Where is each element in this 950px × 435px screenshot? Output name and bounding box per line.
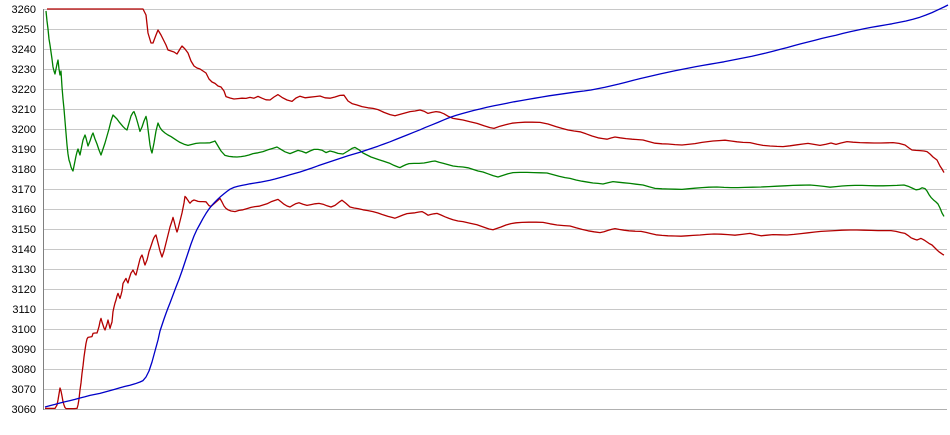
y-tick-label-3220: 3220	[12, 84, 36, 96]
y-tick-label-3180: 3180	[12, 164, 36, 176]
y-tick-label-3140: 3140	[12, 244, 36, 256]
y-tick-label-3150: 3150	[12, 224, 36, 236]
y-tick-label-3230: 3230	[12, 64, 36, 76]
y-tick-label-3130: 3130	[12, 264, 36, 276]
y-tick-label-3080: 3080	[12, 364, 36, 376]
y-tick-label-3160: 3160	[12, 204, 36, 216]
y-tick-label-3210: 3210	[12, 104, 36, 116]
y-tick-label-3100: 3100	[12, 324, 36, 336]
red-upper-line	[47, 8, 945, 173]
green-mid-line	[45, 10, 945, 217]
blue-rising-line	[44, 4, 949, 408]
y-tick-label-3120: 3120	[12, 284, 36, 296]
y-tick-label-3250: 3250	[12, 24, 36, 36]
y-tick-label-3200: 3200	[12, 124, 36, 136]
y-tick-label-3190: 3190	[12, 144, 36, 156]
y-tick-label-3070: 3070	[12, 384, 36, 396]
y-tick-label-3060: 3060	[12, 404, 36, 416]
y-tick-label-3090: 3090	[12, 344, 36, 356]
y-tick-label-3260: 3260	[12, 4, 36, 16]
y-tick-label-3240: 3240	[12, 44, 36, 56]
red-lower-line	[45, 195, 945, 410]
y-tick-label-3110: 3110	[12, 304, 36, 316]
y-tick-label-3170: 3170	[12, 184, 36, 196]
